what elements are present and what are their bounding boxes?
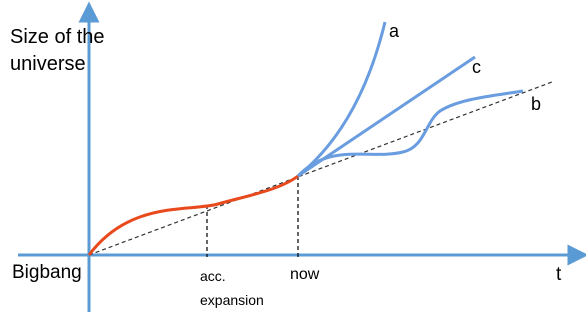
now-label: now <box>290 266 320 283</box>
reference-trend-line <box>88 81 553 256</box>
past-expansion-curve <box>87 174 299 256</box>
acc-expansion-label-line1: acc. <box>200 268 226 284</box>
future-curve-b <box>296 89 524 178</box>
y-axis-label-line2: universe <box>10 53 86 75</box>
acc-expansion-label-line2: expansion <box>200 292 264 308</box>
curve-label-c: c <box>472 57 481 77</box>
curve-label-a: a <box>389 21 400 41</box>
y-axis-label-line1: Size of the <box>10 26 105 48</box>
origin-label: Bigbang <box>12 262 82 283</box>
x-axis-label: t <box>556 264 562 285</box>
curve-label-b: b <box>531 94 541 114</box>
